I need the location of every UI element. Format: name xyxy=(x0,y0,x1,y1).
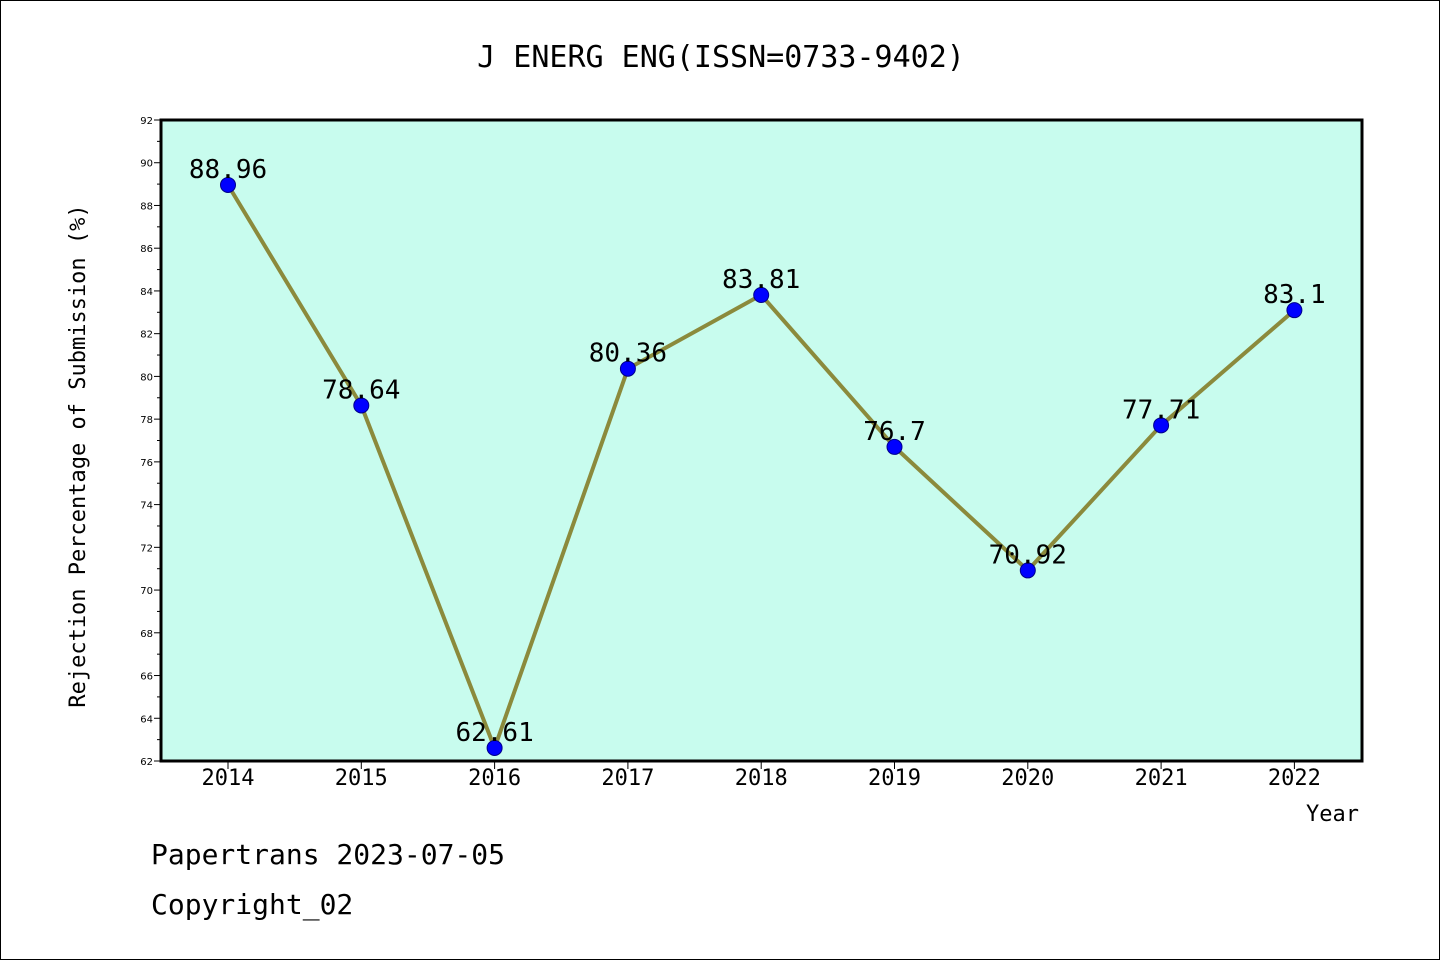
data-point xyxy=(886,438,903,455)
y-tick-label: 74 xyxy=(140,501,153,512)
y-tick-label: 66 xyxy=(140,672,153,683)
data-point xyxy=(220,176,236,193)
data-point xyxy=(353,397,370,414)
data-label: 62.61 xyxy=(455,718,533,748)
x-axis-label: Year xyxy=(1306,802,1359,827)
y-tick-label: 70 xyxy=(140,586,153,597)
data-point xyxy=(486,739,503,756)
y-tick-label: 80 xyxy=(140,372,153,383)
footer-copyright: Copyright_02 xyxy=(151,888,354,921)
x-tick-label: 2022 xyxy=(1268,766,1321,791)
data-point xyxy=(619,360,636,377)
data-label: 80.36 xyxy=(589,339,667,369)
y-tick-label: 72 xyxy=(140,543,153,554)
y-axis: 62 64 66 68 70 72 74 76 78 80 82 84 86 88 90 92 xyxy=(140,116,161,768)
data-label: 70.92 xyxy=(989,540,1067,570)
y-tick-label: 64 xyxy=(140,714,153,725)
data-markers xyxy=(220,176,1303,756)
x-tick-label: 2019 xyxy=(868,766,921,791)
y-tick-label: 88 xyxy=(140,201,153,212)
x-tick-label: 2020 xyxy=(1001,766,1054,791)
x-axis: 2014 2015 2016 2017 2018 2019 2020 2021 2022 xyxy=(202,761,1321,791)
y-tick-label: 76 xyxy=(140,458,153,469)
x-tick-label: 2017 xyxy=(601,766,654,791)
data-labels: 88.96 78.64 62.61 80.36 83.81 76.7 70.92 77.71 8… xyxy=(189,155,1326,748)
data-point xyxy=(753,286,770,303)
data-point xyxy=(1153,417,1170,434)
data-label: 77.71 xyxy=(1122,395,1200,425)
y-tick-label: 92 xyxy=(140,116,153,127)
data-point xyxy=(1286,302,1303,319)
data-label: 83.81 xyxy=(722,265,800,295)
x-tick-label: 2021 xyxy=(1135,766,1188,791)
y-tick-label: 90 xyxy=(140,159,153,170)
data-point xyxy=(1019,562,1036,579)
data-label: 76.7 xyxy=(863,417,926,447)
y-tick-label: 68 xyxy=(140,629,153,640)
data-label: 83.1 xyxy=(1263,280,1326,310)
y-tick-label: 78 xyxy=(140,415,153,426)
y-tick-label: 82 xyxy=(140,330,153,341)
y-axis-label: Rejection Percentage of Submission (%) xyxy=(66,204,91,707)
y-tick-label: 86 xyxy=(140,244,153,255)
x-tick-label: 2016 xyxy=(468,766,521,791)
x-tick-label: 2018 xyxy=(735,766,788,791)
x-tick-label: 2015 xyxy=(335,766,388,791)
plot-area xyxy=(159,118,1364,763)
x-tick-label: 2014 xyxy=(202,766,255,791)
data-label: 78.64 xyxy=(322,375,400,405)
data-label: 88.96 xyxy=(189,155,267,185)
chart-title: J ENERG ENG(ISSN=0733-9402) xyxy=(477,40,965,75)
y-tick-label: 62 xyxy=(140,757,153,768)
y-tick-label: 84 xyxy=(140,287,153,298)
footer-date: Papertrans 2023-07-05 xyxy=(151,838,506,871)
